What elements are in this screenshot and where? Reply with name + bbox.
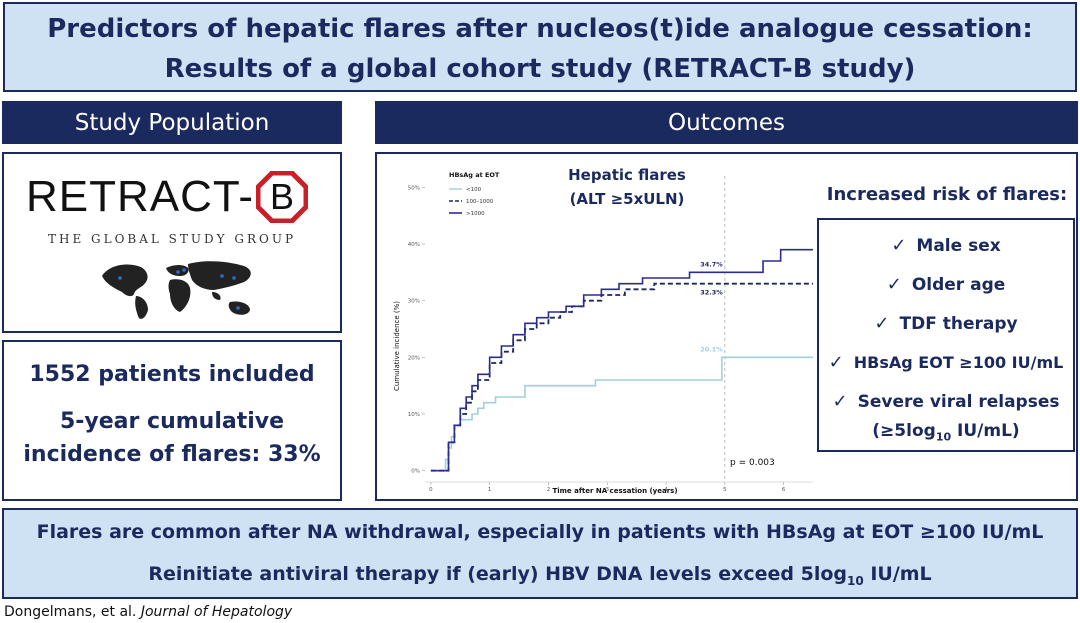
world-map-icon bbox=[102, 261, 251, 319]
risk-item-label: Older age bbox=[911, 274, 1006, 295]
logo-badge-letter: B bbox=[269, 176, 294, 217]
y-tick-label: 10% bbox=[408, 412, 420, 418]
x-tick-label: 5 bbox=[723, 487, 727, 493]
outcomes-header: Outcomes bbox=[375, 101, 1078, 144]
check-icon: ✓ bbox=[874, 313, 890, 334]
header-banner: Predictors of hepatic flares after nucle… bbox=[3, 2, 1077, 92]
logo-text: RETRACT- bbox=[26, 172, 254, 221]
chart-title-line2: (ALT ≥5xULN) bbox=[569, 190, 685, 208]
chart-legend: <100 100–1000 >1000 bbox=[449, 187, 494, 217]
risk-item-label: HBsAg EOT ≥100 IU/mL bbox=[853, 353, 1064, 372]
conclusions-banner: Flares are common after NA withdrawal, e… bbox=[2, 508, 1078, 599]
risk-item-viral-relapses-detail: (≥5log10 IU/mL) bbox=[819, 421, 1073, 443]
x-tick-label: 2 bbox=[547, 487, 551, 493]
incidence-line1: 5-year cumulative bbox=[59, 409, 285, 434]
logo-subtitle: THE GLOBAL STUDY GROUP bbox=[47, 232, 297, 246]
y-tick-label: 20% bbox=[408, 355, 420, 361]
risk-item-male-sex: ✓ Male sex bbox=[819, 226, 1073, 265]
legend-entry-mid: 100–1000 bbox=[466, 199, 494, 205]
y-tick-label: 50% bbox=[408, 185, 420, 191]
risk-title: Increased risk of flares: bbox=[826, 184, 1068, 205]
octagon-icon bbox=[255, 170, 309, 224]
y-tick-label: 40% bbox=[408, 242, 420, 248]
page-title-line1: Predictors of hepatic flares after nucle… bbox=[47, 14, 1033, 44]
check-icon: ✓ bbox=[832, 391, 848, 412]
series-end-label: 32.3% bbox=[700, 289, 723, 297]
x-tick-label: 1 bbox=[488, 487, 492, 493]
kaplan-meier-chart: 0%10%20%30%40%50%0 1 2 3 4 5 620.1%32.3%34.7% … bbox=[393, 171, 813, 495]
y-axis-label: Cumulative incidence (%) bbox=[393, 301, 401, 391]
patients-included: 1552 patients included bbox=[29, 362, 315, 387]
retract-b-logo: RETRACT- B bbox=[26, 170, 309, 224]
series-line bbox=[430, 248, 813, 472]
legend-entry-low: <100 bbox=[466, 187, 482, 193]
page-title-line2: Results of a global cohort study (RETRAC… bbox=[164, 54, 916, 84]
risk-item-label: Severe viral relapses bbox=[857, 391, 1060, 412]
x-tick-label: 6 bbox=[782, 487, 786, 493]
risk-item-hbsag-eot: ✓ HBsAg EOT ≥100 IU/mL bbox=[819, 343, 1073, 382]
conclusion-line2: Reinitiate antiviral therapy if (early) … bbox=[148, 563, 932, 588]
y-tick-label: 0% bbox=[411, 469, 420, 475]
check-icon: ✓ bbox=[828, 352, 844, 373]
retract-b-logo-box: RETRACT- B THE GLOBAL STUDY GROUP bbox=[2, 152, 342, 333]
conclusion-line1: Flares are common after NA withdrawal, e… bbox=[36, 521, 1044, 543]
check-icon: ✓ bbox=[891, 235, 907, 256]
risk-item-older-age: ✓ Older age bbox=[819, 265, 1073, 304]
check-icon: ✓ bbox=[886, 274, 902, 295]
study-population-header: Study Population bbox=[2, 101, 342, 144]
p-value-label: p = 0.003 bbox=[730, 458, 775, 468]
x-tick-label: 4 bbox=[664, 487, 668, 493]
series-end-label: 20.1% bbox=[700, 345, 723, 353]
legend-title: HBsAg at EOT bbox=[449, 171, 500, 179]
incidence-line2: incidence of flares: 33% bbox=[23, 442, 321, 467]
risk-factors-box: ✓ Male sex ✓ Older age ✓ TDF therapy ✓ H… bbox=[817, 218, 1075, 452]
chart-title-line1: Hepatic flares bbox=[568, 166, 686, 184]
legend-entry-high: >1000 bbox=[466, 211, 485, 217]
x-axis-label: Time after NA cessation (years) bbox=[552, 487, 677, 495]
study-summary-box: 1552 patients included 5-year cumulative… bbox=[2, 340, 342, 501]
risk-item-label: TDF therapy bbox=[899, 313, 1018, 334]
risk-item-tdf-therapy: ✓ TDF therapy bbox=[819, 304, 1073, 343]
risk-item-label: Male sex bbox=[916, 235, 1001, 256]
risk-item-detail: (≥5log10 IU/mL) bbox=[872, 420, 1020, 444]
outcomes-box: 0% 10% 20% 30% 40% 50% 0 1 2 3 4 5 6 20.1% 32.3% 34.7% … bbox=[375, 152, 1078, 501]
x-tick-label: 3 bbox=[605, 487, 609, 493]
logo-badge: B bbox=[255, 170, 309, 224]
x-tick-label: 0 bbox=[429, 487, 433, 493]
risk-item-viral-relapses: ✓ Severe viral relapses bbox=[819, 382, 1073, 421]
y-tick-label: 30% bbox=[408, 299, 420, 305]
citation: Dongelmans, et al. Journal of Hepatology bbox=[4, 604, 293, 620]
series-end-label: 34.7% bbox=[700, 260, 723, 268]
series-line bbox=[430, 282, 813, 472]
